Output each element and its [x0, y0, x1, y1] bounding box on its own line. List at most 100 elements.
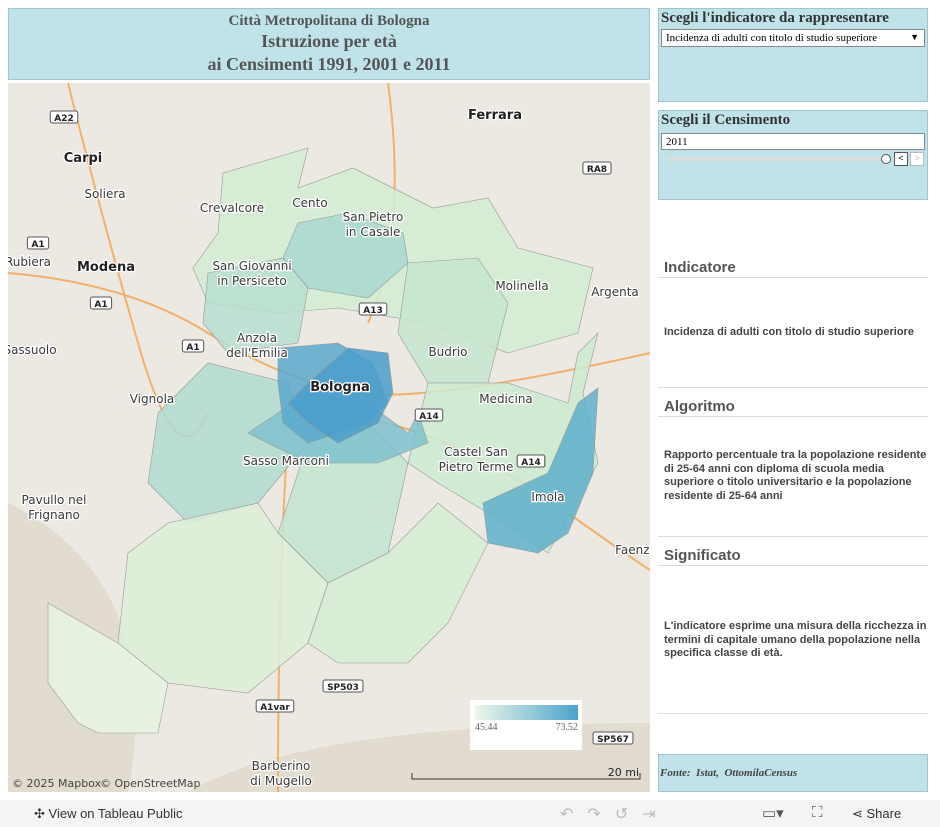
place-label: San Giovanni in Persiceto: [212, 259, 291, 288]
road-label: A14: [419, 412, 439, 422]
place-line: Sasso Marconi: [243, 454, 329, 468]
title-line: Istruzione per età: [261, 31, 397, 51]
road-shield: [322, 679, 364, 693]
view-label: View on Tableau Public: [48, 806, 183, 821]
road-shield: [26, 236, 50, 250]
history-buttons[interactable]: ↶↷↺⇥: [560, 806, 670, 823]
share-button[interactable]: ⋖ Share: [852, 806, 902, 821]
place-line: dell'Emilia: [226, 346, 288, 360]
legend-max: 73.52: [556, 722, 579, 733]
place-label: Medicina: [479, 392, 533, 406]
road-shield: [89, 296, 113, 310]
section-heading: Algoritmo: [664, 398, 735, 415]
place-label: Sasso Marconi: [243, 454, 329, 468]
place-label: Cento: [292, 196, 327, 210]
device-button[interactable]: ▭▾: [762, 805, 784, 822]
divider: [658, 416, 928, 417]
legend-min: 45.44: [475, 722, 498, 733]
place-line: in Casale: [346, 225, 401, 239]
road-shield: [582, 161, 612, 175]
section-text: L'indicatore esprime una misura della ri…: [664, 620, 927, 659]
dropdown[interactable]: Incidenza di adulti con titolo di studio…: [661, 29, 925, 47]
place-label: Barberino di Mugello: [250, 759, 312, 788]
divider: [658, 536, 928, 537]
attribution: © 2025 Mapbox: [12, 777, 102, 790]
place-line: Crevalcore: [200, 201, 264, 215]
place-label: San Pietro in Casale: [343, 210, 404, 239]
place-label: Sassuolo: [8, 343, 57, 357]
place-label: Imola: [531, 490, 564, 504]
slider-thumb[interactable]: [881, 154, 891, 164]
divider: [658, 277, 928, 278]
view-on-tableau[interactable]: ✣ View on Tableau Public: [34, 806, 183, 821]
filter-label: Scegli l'indicatore da rappresentare: [661, 10, 889, 26]
place-label: Bologna: [310, 380, 370, 395]
place-line: Frignano: [28, 508, 80, 522]
section-text: Rapporto percentuale tra la popolazione …: [664, 449, 927, 502]
place-line: Rubiera: [8, 255, 51, 269]
place-line: Castel San: [444, 445, 508, 459]
road-shield: [414, 408, 444, 422]
road-shield: [358, 302, 388, 316]
place-line: San Giovanni: [212, 259, 291, 273]
place-line: Soliera: [84, 187, 125, 201]
municipality: [287, 347, 394, 444]
census-filter: Scegli il Censimento 2011 < >: [658, 110, 928, 200]
road-label: RA8: [587, 165, 607, 175]
dropdown-arrow: ▼: [910, 32, 919, 42]
divider: [658, 387, 928, 388]
road-shield: [49, 110, 79, 124]
place-line: Pietro Terme: [439, 460, 514, 474]
place-line: Molinella: [495, 279, 548, 293]
place-line: Barberino: [252, 759, 311, 773]
place-label: Molinella: [495, 279, 548, 293]
place-line: Carpi: [64, 151, 103, 166]
place-line: Bologna: [310, 380, 370, 395]
divider: [658, 565, 928, 566]
title-line: ai Censimenti 1991, 2001 e 2011: [207, 54, 451, 74]
place-line: Budrio: [428, 345, 467, 359]
road-label: A13: [363, 306, 383, 316]
road-label: SP567: [597, 735, 629, 745]
municipality: [147, 362, 309, 524]
place-line: Faenza: [615, 543, 650, 557]
attribution: © OpenStreetMap: [100, 777, 201, 790]
legend-gradient: [475, 705, 578, 720]
divider: [658, 713, 928, 714]
place-line: Anzola: [237, 331, 277, 345]
fullscreen-button[interactable]: ⛶: [812, 804, 823, 821]
place-label: Vignola: [130, 392, 175, 406]
slider-track[interactable]: [667, 157, 885, 161]
place-line: Cento: [292, 196, 327, 210]
place-line: di Mugello: [250, 774, 312, 788]
road-label: SP503: [327, 683, 359, 693]
place-label: Argenta: [591, 285, 639, 299]
municipality: [47, 602, 169, 734]
road-label: A14: [521, 458, 541, 468]
place-label: Soliera: [84, 187, 125, 201]
place-line: Modena: [77, 260, 135, 275]
title-line: Città Metropolitana di Bologna: [228, 13, 430, 29]
scale-bar: [411, 773, 641, 780]
source: Fonte: Istat, OttomilaCensus: [658, 754, 928, 792]
municipality: [307, 502, 489, 664]
place-line: Argenta: [591, 285, 639, 299]
next-button[interactable]: >: [910, 152, 924, 166]
share-label: Share: [866, 806, 902, 821]
place-line: San Pietro: [343, 210, 404, 224]
place-line: Imola: [531, 490, 564, 504]
road-label: A1: [94, 300, 107, 310]
section-heading: Indicatore: [664, 259, 736, 276]
place-label: Rubiera: [8, 255, 51, 269]
road-shield: [255, 699, 295, 713]
road-label: A1var: [260, 703, 290, 713]
place-label: Modena: [77, 260, 135, 275]
place-label: Crevalcore: [200, 201, 264, 215]
dropdown-value: Incidenza di adulti con titolo di studio…: [666, 32, 878, 44]
place-label: Faenza: [615, 543, 650, 557]
section-text: Incidenza di adulti con titolo di studio…: [664, 326, 914, 338]
prev-button[interactable]: <: [894, 152, 908, 166]
section-heading: Significato: [664, 547, 741, 564]
place-label: Pavullo nel Frignano: [22, 493, 87, 522]
place-line: Pavullo nel: [22, 493, 87, 507]
